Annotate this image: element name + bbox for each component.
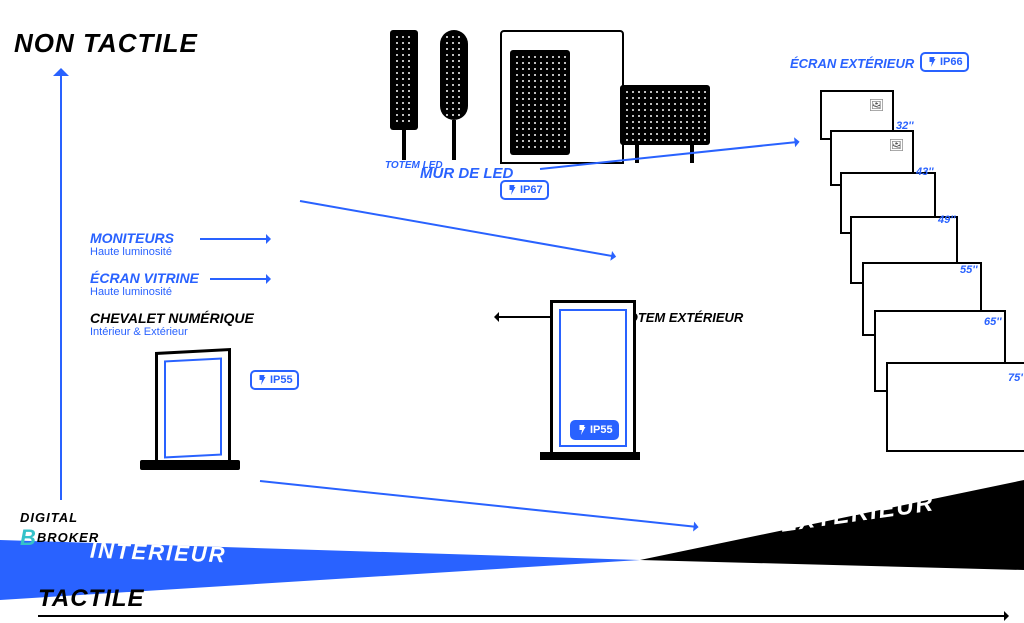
led-totem-2-pole	[452, 120, 456, 160]
axis-bottom-title: TACTILE	[38, 585, 145, 613]
moniteurs-arrow	[200, 238, 270, 240]
outdoor-totem-base	[540, 452, 640, 460]
screen-size-label-3: 55''	[960, 264, 977, 276]
led-totem-1-pole	[402, 130, 406, 160]
screen-size-label-5: 75''	[1008, 372, 1024, 384]
screen-size-label-2: 49''	[938, 214, 955, 226]
chevalet-label: CHEVALET NUMÉRIQUE Intérieur & Extérieur	[90, 310, 254, 338]
vitrine-arrow	[210, 278, 270, 280]
moniteurs-label: MONITEURS Haute luminosité	[90, 230, 174, 258]
totem-led-label: TOTEM LED	[385, 160, 443, 171]
led-panel	[620, 85, 710, 145]
brand-line1: DIGITAL	[20, 510, 99, 525]
brand-block: DIGITAL BBROKER	[20, 510, 99, 551]
totem-out-label: TOTEM EXTÉRIEUR	[620, 310, 743, 325]
screen-size-label-4: 65''	[984, 316, 1001, 328]
interior-label: INTÉRIEUR	[90, 538, 227, 569]
outdoor-screen-label: ÉCRAN EXTÉRIEUR	[790, 56, 914, 71]
led-panel-leg1	[635, 145, 639, 163]
chevalet-base	[140, 460, 240, 470]
screen-size-label-0: 32''	[896, 120, 913, 132]
screen-size-label-1: 43''	[916, 166, 933, 178]
outdoor-screen-6	[886, 362, 1024, 452]
outdoor-screen-ip-badge: IP66	[920, 52, 969, 72]
mur-led-ip-badge: IP67	[500, 180, 549, 200]
brand-line2: BBROKER	[20, 525, 99, 551]
shelter-led	[510, 50, 570, 155]
outdoor-totem-ip-badge: IP55	[570, 420, 619, 440]
chevalet-kiosk	[155, 348, 231, 468]
led-totem-1	[390, 30, 418, 130]
image-icon: 🖼	[869, 98, 884, 112]
image-icon: 🖼	[889, 138, 904, 152]
chevalet-ip-badge: IP55	[250, 370, 299, 390]
vitrine-label: ÉCRAN VITRINE Haute luminosité	[90, 270, 199, 298]
bottom-arrow	[38, 615, 1008, 617]
led-totem-2	[440, 30, 468, 120]
